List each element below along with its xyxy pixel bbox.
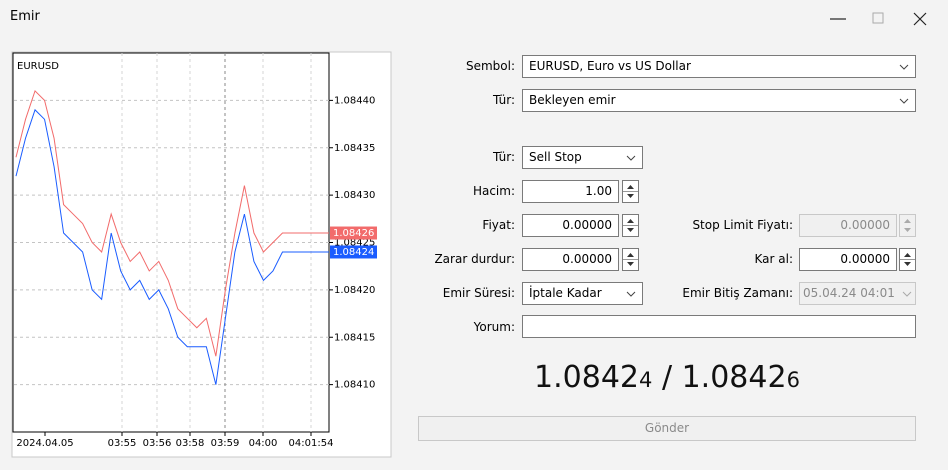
- stop-limit-value: 0.00000: [840, 218, 890, 232]
- window-controls: [830, 12, 927, 26]
- quote: 1.08424 / 1.08426: [418, 358, 916, 400]
- stop-limit-spinner: [899, 214, 916, 237]
- comment-input[interactable]: [522, 315, 916, 338]
- y-tick-label: 1.08440: [334, 95, 375, 106]
- expiration-time-value: 05.04.24 04:01: [803, 286, 895, 300]
- last-price-label: 1.08424: [333, 247, 374, 258]
- comment-label: Yorum:: [473, 320, 515, 334]
- x-tick-label: 04:00: [249, 438, 278, 449]
- volume-spinner[interactable]: [622, 180, 639, 203]
- y-tick-label: 1.08410: [334, 380, 375, 391]
- x-tick-label: 03:59: [211, 438, 240, 449]
- price-input[interactable]: 0.00000: [522, 214, 619, 237]
- type-label: Tür:: [492, 150, 515, 164]
- take-profit-spinner[interactable]: [899, 248, 916, 271]
- price-spinner[interactable]: [622, 214, 639, 237]
- x-tick-label: 03:56: [143, 438, 172, 449]
- ask-last: 6: [786, 368, 800, 392]
- take-profit-label: Kar al:: [754, 252, 794, 266]
- stop-limit-input: 0.00000: [799, 214, 897, 237]
- last-price-box: [330, 245, 377, 259]
- y-tick-label: 1.08420: [334, 285, 375, 296]
- y-tick-label: 1.08435: [334, 143, 375, 154]
- order-kind-label: Tür:: [492, 93, 515, 107]
- symbol-label: Sembol:: [465, 59, 515, 73]
- volume-value: 1.00: [585, 184, 612, 198]
- bid-last: 4: [639, 368, 653, 392]
- y-tick-label: 1.08415: [334, 332, 375, 343]
- type-value: Sell Stop: [529, 150, 582, 164]
- ask-main: 1.0842: [681, 360, 787, 395]
- stop-loss-input[interactable]: 0.00000: [522, 248, 619, 271]
- submit-label: Gönder: [644, 421, 690, 435]
- y-tick-label: 1.08430: [334, 190, 375, 201]
- order-kind-value: Bekleyen emir: [529, 93, 616, 107]
- stop-loss-label: Zarar durdur:: [434, 252, 515, 266]
- maximize-button: [872, 12, 884, 24]
- volume-input[interactable]: 1.00: [522, 180, 619, 203]
- x-tick-label: 03:55: [108, 438, 137, 449]
- stop-loss-spinner[interactable]: [622, 248, 639, 271]
- x-tick-label: 2024.04.05: [16, 438, 73, 449]
- volume-label: Hacim:: [472, 184, 515, 198]
- order-kind-select[interactable]: Bekleyen emir: [522, 89, 916, 112]
- price-value: 0.00000: [562, 218, 612, 232]
- bid-main: 1.0842: [534, 360, 640, 395]
- stop-loss-value: 0.00000: [562, 252, 612, 266]
- last-price-box: [330, 226, 377, 240]
- quote-separator: /: [661, 360, 673, 395]
- price-label: Fiyat:: [482, 218, 515, 232]
- submit-button: Gönder: [418, 416, 916, 441]
- expiration-value: İptale Kadar: [529, 286, 602, 300]
- symbol-select[interactable]: EURUSD, Euro vs US Dollar: [522, 55, 916, 78]
- take-profit-input[interactable]: 0.00000: [799, 248, 897, 271]
- price-line: [15, 108, 292, 385]
- price-line: [15, 89, 292, 357]
- take-profit-value: 0.00000: [840, 252, 890, 266]
- expiration-time-select: 05.04.24 04:01: [799, 282, 916, 305]
- window-title: Emir: [10, 9, 40, 24]
- x-tick-label: 03:58: [176, 438, 205, 449]
- stop-limit-label: Stop Limit Fiyatı:: [692, 218, 793, 232]
- chart-title: EURUSD: [17, 61, 59, 72]
- type-select[interactable]: Sell Stop: [522, 146, 643, 169]
- expiration-select[interactable]: İptale Kadar: [522, 282, 643, 305]
- x-tick-label: 04:01:54: [289, 438, 334, 449]
- price-chart: EURUSD 1.084101.084151.084201.084251.084…: [11, 51, 392, 458]
- last-price-label: 1.08426: [333, 228, 374, 239]
- expiration-time-label: Emir Bitiş Zamanı:: [682, 286, 793, 300]
- close-button[interactable]: [913, 12, 927, 26]
- symbol-value: EURUSD, Euro vs US Dollar: [529, 59, 691, 73]
- y-tick-label: 1.08425: [334, 238, 375, 249]
- expiration-label: Emir Süresi:: [442, 286, 515, 300]
